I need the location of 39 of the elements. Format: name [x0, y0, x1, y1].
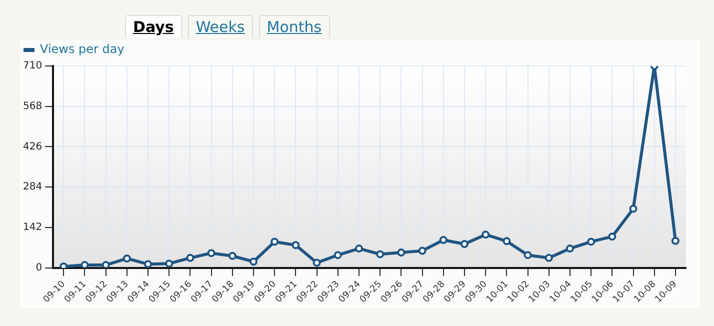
point	[60, 262, 68, 268]
y-tick-label: 568	[22, 100, 42, 112]
point	[566, 244, 574, 253]
y-tick-label: 710	[22, 60, 42, 72]
text: Months	[258, 15, 330, 38]
point	[186, 254, 194, 262]
point	[207, 249, 216, 258]
point	[544, 254, 553, 262]
point	[587, 238, 596, 246]
point	[144, 260, 152, 268]
y-tick-label: 142	[22, 222, 42, 234]
point	[80, 261, 89, 268]
point	[354, 244, 363, 253]
point	[165, 260, 174, 268]
point	[292, 241, 300, 250]
point	[482, 230, 490, 239]
point	[502, 237, 511, 246]
point	[376, 250, 384, 258]
point	[312, 258, 321, 267]
point	[102, 261, 110, 268]
point	[334, 251, 342, 260]
point	[460, 240, 468, 248]
legend-label: Views per day	[40, 42, 124, 56]
y-tick-label: 284	[22, 182, 42, 193]
point	[524, 251, 532, 260]
point	[122, 254, 131, 262]
point	[629, 204, 638, 213]
point	[270, 238, 279, 246]
y-tick-label: 0	[36, 262, 42, 274]
point	[418, 246, 426, 255]
text: Weeks	[188, 15, 253, 38]
point	[250, 258, 258, 266]
y-tick-label: 426	[22, 141, 42, 152]
text: Days	[125, 15, 182, 38]
point	[671, 236, 680, 245]
point	[439, 236, 448, 244]
point	[608, 232, 616, 241]
point	[397, 248, 406, 257]
point	[228, 252, 236, 260]
